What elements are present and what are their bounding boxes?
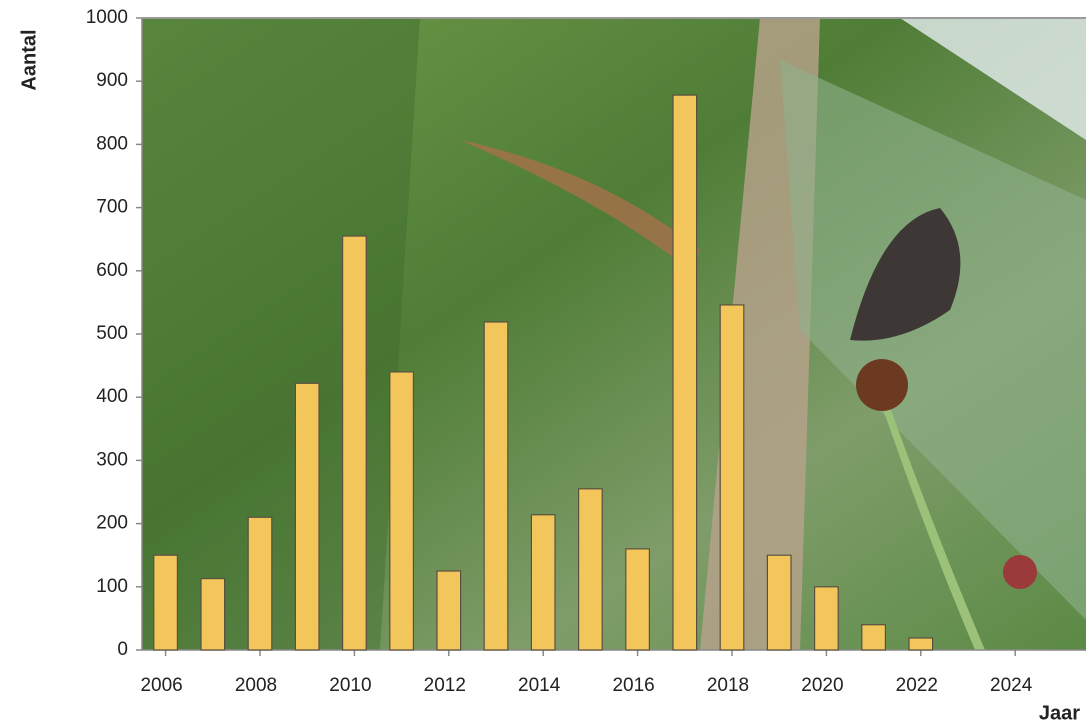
bar [908,637,934,651]
y-tick-label: 100 [96,576,128,597]
x-tick-label: 2014 [518,675,561,696]
bar [577,488,603,651]
bar [672,94,698,651]
x-tick-label: 2006 [140,675,182,696]
bar [247,516,273,651]
y-tick-label: 500 [96,323,128,344]
x-axis-title: Jaar [1039,702,1080,724]
x-tick-label: 2020 [801,675,843,696]
bar [719,304,745,651]
bar [483,321,509,651]
y-tick-label: 800 [96,133,128,154]
x-tick-label: 2016 [612,675,654,696]
x-tick-label: 2008 [235,675,277,696]
bar [342,235,367,651]
y-tick-label: 0 [117,639,128,660]
y-tick-label: 600 [96,260,128,281]
x-tick-label: 2024 [990,675,1033,696]
bar [861,624,886,651]
x-tick-label: 2022 [896,675,938,696]
bar [389,371,414,651]
y-tick-label: 400 [96,386,128,407]
bar [766,554,792,651]
bar [436,570,462,651]
y-tick-label: 900 [96,70,128,91]
bar [625,548,650,651]
bar [530,514,556,651]
y-axis-title: Aantal [18,29,40,90]
x-tick-label: 2010 [329,675,371,696]
bar [294,382,320,651]
bar [200,577,226,651]
y-tick-label: 700 [96,197,128,218]
y-tick-label: 200 [96,513,128,534]
y-tick-label: 300 [96,449,128,470]
y-tick-label: 1000 [86,7,128,28]
background-photo [142,18,1086,650]
bar [153,554,179,651]
x-tick-label: 2018 [707,675,749,696]
bar [813,586,839,651]
x-tick-label: 2012 [424,675,466,696]
